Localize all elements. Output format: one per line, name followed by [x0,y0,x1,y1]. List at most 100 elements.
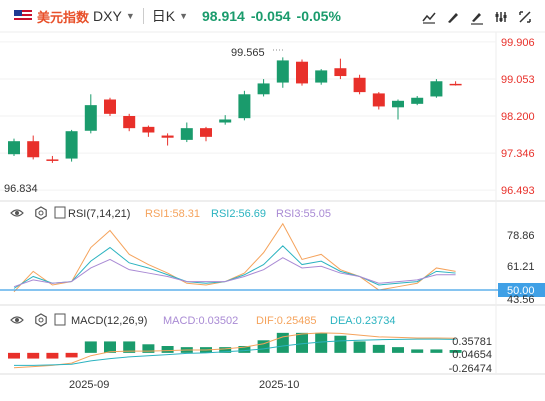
candle-body [257,83,270,95]
macd-axis-label: -0.26474 [449,363,492,375]
settings-icon[interactable] [35,206,47,220]
rsi-50-badge [498,283,545,297]
macd-bar [238,346,251,353]
macd-bar [411,349,424,353]
rsi-axis-label: 61.21 [507,261,535,273]
candle-body [392,100,404,108]
candle-body [238,94,251,119]
symbol-code[interactable]: DXY [93,8,122,24]
price-tick-label: 98.200 [501,111,535,123]
rsi1-line [13,222,456,293]
candle-body [315,70,328,83]
settings-icon[interactable] [492,8,510,26]
candle-body [430,81,443,97]
macd-bar [430,349,443,353]
macd-bar [392,347,404,353]
candle-body [84,105,97,131]
candle-body [276,60,289,83]
rsi-series [13,222,456,293]
us-flag-icon [14,10,32,22]
candle-body [353,77,366,93]
price-tick-label: 99.906 [501,37,535,49]
candle-body [411,97,424,104]
rsi3-value: RSI3:55.05 [276,208,331,220]
candle-body [200,128,212,137]
macd-bar [219,347,232,353]
settings-icon[interactable] [35,313,47,327]
macd-bar [46,352,59,359]
macd-value: MACD:0.03502 [163,315,238,327]
candle-body [372,93,385,107]
chart-type-icon[interactable] [420,8,438,26]
candle-body [161,135,174,138]
rsi-legend: RSI(7,14,21) RSI1:58.31 RSI2:56.69 RSI3:… [10,206,331,220]
rsi2-value: RSI2:56.69 [211,208,266,220]
rsi-axis-label: 50.00 [507,285,535,297]
dif-line [13,332,456,369]
dea-value: DEA:0.23734 [330,315,395,327]
eye-icon[interactable] [10,209,24,217]
macd-bar [104,341,116,353]
candle-body [123,116,136,129]
candle-body [334,68,347,77]
x-axis-label: 2025-09 [69,379,109,391]
macd-series [8,332,462,369]
candle-body [219,119,232,123]
rsi2-line [13,245,456,289]
macd-bar [123,341,136,353]
x-axis-label: 2025-10 [259,379,299,391]
candle-body [449,83,462,86]
price-tick-label: 96.493 [501,185,535,197]
edit-icon[interactable] [468,8,486,26]
macd-bar [315,332,328,353]
rsi3-line [13,257,456,288]
price-change: -0.054 [250,8,291,24]
indicator-icon[interactable] [54,206,66,219]
macd-bar [142,344,155,353]
chart-header: 美元指数 DXY ▼ 日K ▼ 98.914 -0.054 -0.05% [0,0,545,32]
macd-legend: MACD(12,26,9) MACD:0.03502 DIF:0.25485 D… [10,313,395,327]
indicator-icon[interactable] [54,313,66,326]
low-annotation: 96.834 [4,183,38,195]
price-tick-label: 97.346 [501,148,535,160]
macd-bar [353,341,366,353]
macd-axis-label: 0.35781 [452,336,492,348]
price-axis: 99.906 99.053 98.200 97.346 96.493 [501,37,535,197]
macd-bar [334,335,347,353]
chevron-down-icon[interactable]: ▼ [125,11,135,21]
macd-bar [65,352,78,358]
symbol-name[interactable]: 美元指数 [37,9,90,25]
eye-icon[interactable] [10,316,24,324]
macd-axis-label: 0.04654 [452,349,492,361]
divider [142,8,144,24]
macd-bar [161,346,174,353]
candle-body [65,131,78,159]
candle-body [46,159,59,161]
macd-bar [296,332,308,353]
candle-body [104,99,116,114]
draw-icon[interactable] [444,8,462,26]
macd-bar [372,344,385,353]
chevron-down-icon[interactable]: ▼ [179,11,188,21]
high-annotation: 99.565 [231,47,265,59]
candle-body [180,128,193,140]
macd-bar [257,340,270,353]
candlestick-series [8,57,462,163]
macd-title: MACD(12,26,9) [71,315,147,327]
rsi-title: RSI(7,14,21) [68,208,130,220]
price-change-pct: -0.05% [296,8,341,24]
dif-value: DIF:0.25485 [256,315,317,327]
candle-body [8,141,20,155]
macd-bar [8,352,20,359]
macd-bar [449,350,462,353]
rsi-axis-label: 43.56 [507,294,535,306]
last-price: 98.914 [202,8,245,24]
rsi1-value: RSI1:58.31 [145,208,200,220]
price-gridlines [0,41,496,191]
fullscreen-icon[interactable] [516,8,534,26]
price-tick-label: 99.053 [501,74,535,86]
dea-line [14,338,456,366]
macd-bar [27,352,40,359]
period-select[interactable]: 日K [151,8,176,24]
